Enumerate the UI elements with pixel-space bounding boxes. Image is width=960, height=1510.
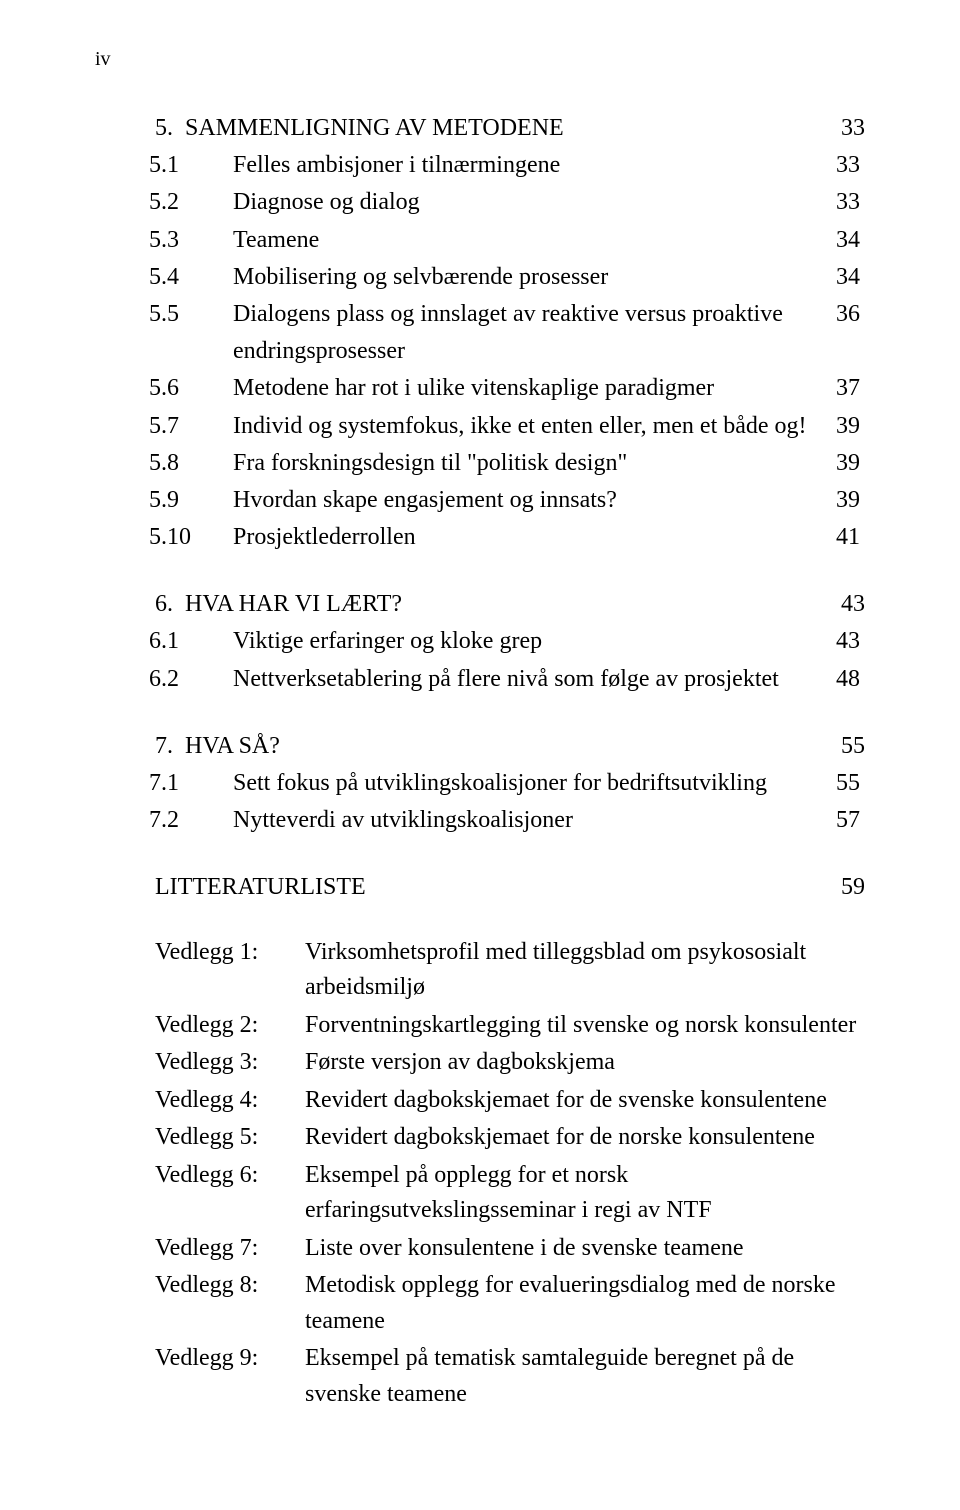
litteratur-page: 59 xyxy=(835,869,865,906)
roman-page-number: iv xyxy=(95,48,111,71)
toc-page: 34 xyxy=(830,222,860,259)
section-6-page: 43 xyxy=(835,586,865,623)
toc-page: 39 xyxy=(830,445,860,482)
toc-page: 39 xyxy=(830,482,860,519)
vedlegg-list: Vedlegg 1:Virksomhetsprofil med tilleggs… xyxy=(155,935,860,1413)
section-7-title: 7. HVA SÅ? xyxy=(155,728,835,765)
vedlegg-item: Vedlegg 3:Første versjon av dagbokskjema xyxy=(155,1045,860,1081)
toc-section-heading: 7. HVA SÅ? 55 xyxy=(155,728,860,765)
toc-page: 55 xyxy=(830,765,860,802)
section-7-page: 55 xyxy=(835,728,865,765)
vedlegg-item: Vedlegg 4:Revidert dagbokskjemaet for de… xyxy=(155,1083,860,1119)
vedlegg-item: Vedlegg 9:Eksempel på tematisk samtalegu… xyxy=(155,1341,860,1412)
vedlegg-item: Vedlegg 6:Eksempel på opplegg for et nor… xyxy=(155,1158,860,1229)
toc-section-heading: 5. SAMMENLIGNING AV METODENE 33 xyxy=(155,110,860,147)
vedlegg-item: Vedlegg 2:Forventningskartlegging til sv… xyxy=(155,1008,860,1044)
toc-page: 41 xyxy=(830,519,860,556)
litteratur-row: LITTERATURLISTE 59 xyxy=(155,869,860,906)
section-5-title: 5. SAMMENLIGNING AV METODENE xyxy=(155,110,835,147)
section-5-page: 33 xyxy=(835,110,865,147)
toc-page: 33 xyxy=(830,184,860,221)
toc-page: 33 xyxy=(830,147,860,184)
toc-page: 48 xyxy=(830,661,860,698)
toc-section-heading: 6. HVA HAR VI LÆRT? 43 xyxy=(155,586,860,623)
toc-page: 43 xyxy=(830,623,860,660)
section-7-items: 7.1Sett fokus på utviklingskoalisjoner f… xyxy=(155,765,860,839)
toc-page: 39 xyxy=(830,408,860,445)
litteratur-label: LITTERATURLISTE xyxy=(155,869,835,906)
vedlegg-item: Vedlegg 8:Metodisk opplegg for evaluerin… xyxy=(155,1268,860,1339)
toc-content: 5. SAMMENLIGNING AV METODENE 33 5.1Felle… xyxy=(155,110,860,1412)
section-5-items: 5.1Felles ambisjoner i tilnærmingene33 5… xyxy=(155,147,860,556)
vedlegg-item: Vedlegg 1:Virksomhetsprofil med tilleggs… xyxy=(155,935,860,1006)
vedlegg-item: Vedlegg 7:Liste over konsulentene i de s… xyxy=(155,1231,860,1267)
toc-page: 37 xyxy=(830,370,860,407)
vedlegg-item: Vedlegg 5:Revidert dagbokskjemaet for de… xyxy=(155,1120,860,1156)
toc-page: 36 xyxy=(830,296,860,333)
section-6-title: 6. HVA HAR VI LÆRT? xyxy=(155,586,835,623)
toc-page: 57 xyxy=(830,802,860,839)
toc-page: 34 xyxy=(830,259,860,296)
section-6-items: 6.1Viktige erfaringer og kloke grep43 6.… xyxy=(155,623,860,697)
